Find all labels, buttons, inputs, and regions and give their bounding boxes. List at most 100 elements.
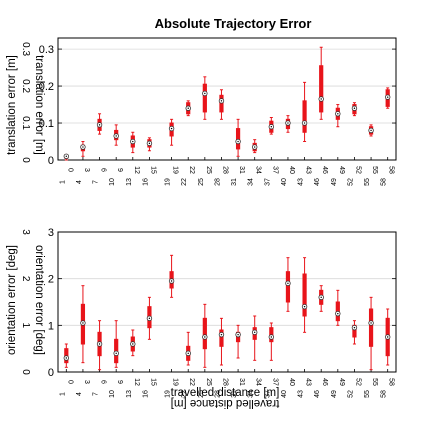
x-tick-label: 3 xyxy=(83,380,90,384)
x-tick-label: 9 xyxy=(116,380,123,384)
x-tick-label-mirrored: 13 xyxy=(126,178,133,186)
x-tick-label: 12 xyxy=(133,378,140,386)
x-tick-label: 55 xyxy=(371,166,378,174)
x-tick-label: 9 xyxy=(116,168,123,172)
box-median-dot xyxy=(115,352,117,355)
plot-frame xyxy=(57,37,397,161)
box-median-dot xyxy=(337,113,339,115)
x-tick-label: 31 xyxy=(238,378,245,386)
box-median-dot xyxy=(220,333,223,336)
y-tick-label-mirrored: 3 xyxy=(20,229,31,235)
box-median-dot xyxy=(320,296,322,299)
x-tick-label-mirrored: 49 xyxy=(331,390,338,398)
x-tick-label-mirrored: 7 xyxy=(93,392,100,396)
box-median-dot xyxy=(98,124,101,126)
box-median-dot xyxy=(132,140,134,143)
x-tick-label-mirrored: 40 xyxy=(281,178,288,186)
box-median-dot xyxy=(270,336,273,338)
x-tick-label: 55 xyxy=(371,378,378,386)
x-tick-label: 46 xyxy=(321,378,328,386)
box-body xyxy=(302,100,307,133)
x-tick-label-mirrored: 40 xyxy=(281,390,288,398)
x-tick-label-mirrored: 13 xyxy=(126,390,133,398)
x-tick-label: 6 xyxy=(100,380,107,384)
box-median-dot xyxy=(353,326,356,329)
y-tick-label: 0.1 xyxy=(39,118,54,130)
x-tick-label-mirrored: 34 xyxy=(248,178,255,186)
box-median-dot xyxy=(254,146,256,148)
x-tick-label-mirrored: 52 xyxy=(347,178,354,186)
box-median-dot xyxy=(370,129,372,132)
x-tick-label-mirrored: 34 xyxy=(248,390,255,398)
box-median-dot xyxy=(320,98,322,100)
x-tick-label-mirrored: 46 xyxy=(314,390,321,398)
y-tick-label: 0 xyxy=(48,155,54,167)
y-tick-label-mirrored: 0.2 xyxy=(20,79,31,93)
x-tick-label-mirrored: 55 xyxy=(364,178,371,186)
box-median-dot xyxy=(370,322,372,324)
x-tick-label-mirrored: 52 xyxy=(347,390,354,398)
x-tick-label: 6 xyxy=(100,168,107,172)
y-tick-label: 1 xyxy=(48,320,54,332)
x-tick-label: 43 xyxy=(305,166,312,174)
box-median-dot xyxy=(82,146,84,148)
box-median-dot xyxy=(132,343,134,345)
top-ylabel-mirrored: translation error [m] xyxy=(33,55,45,155)
orientation-error-plot: 0123012301346791012131516191922222525282… xyxy=(20,227,397,398)
bottom-xlabel-mirrored: travelled distance [m] xyxy=(171,397,280,409)
x-tick-label: 22 xyxy=(188,378,195,386)
x-tick-label-mirrored: 46 xyxy=(314,178,321,186)
box-median-dot xyxy=(386,336,389,338)
box-body xyxy=(219,94,224,113)
translation-error-plot: 00.10.20.300.10.20.301346791012131516191… xyxy=(20,37,397,186)
box-median-dot xyxy=(65,155,68,158)
x-tick-label-mirrored: 58 xyxy=(381,390,388,398)
chart-title: Absolute Trajectory Error xyxy=(155,16,312,31)
x-tick-label-mirrored: 55 xyxy=(364,390,371,398)
box-body xyxy=(235,128,241,150)
box-body xyxy=(285,271,291,303)
box-median-dot xyxy=(220,100,223,102)
x-tick-label-mirrored: 43 xyxy=(298,178,305,186)
x-tick-label: 43 xyxy=(305,378,312,386)
x-tick-label: 25 xyxy=(205,166,212,174)
x-tick-label: 28 xyxy=(221,166,228,174)
y-tick-label: 0 xyxy=(48,367,54,379)
box-median-dot xyxy=(148,142,151,145)
box-body xyxy=(219,329,224,347)
x-tick-label-mirrored: 37 xyxy=(264,178,271,186)
x-tick-label: 0 xyxy=(66,168,73,172)
box-median-dot xyxy=(204,92,206,95)
x-tick-label-mirrored: 10 xyxy=(109,390,116,398)
x-tick-label: 12 xyxy=(133,166,140,174)
x-tick-label: 31 xyxy=(238,166,245,174)
box-median-dot xyxy=(303,122,306,124)
box-median-dot xyxy=(187,107,189,109)
box-median-dot xyxy=(204,336,206,338)
box-median-dot xyxy=(170,280,173,282)
box-median-dot xyxy=(65,357,68,359)
x-tick-label-mirrored: 31 xyxy=(231,178,238,186)
x-tick-label-mirrored: 49 xyxy=(331,178,338,186)
box-body xyxy=(302,273,307,317)
x-tick-label-mirrored: 16 xyxy=(142,390,149,398)
box-median-dot xyxy=(237,140,239,143)
box-median-dot xyxy=(82,322,84,324)
x-tick-label: 28 xyxy=(221,378,228,386)
y-tick-label: 0.2 xyxy=(39,81,54,93)
y-tick-label-mirrored: 0 xyxy=(20,157,31,163)
x-tick-label: 37 xyxy=(271,378,278,386)
box-median-dot xyxy=(148,317,151,320)
x-tick-label: 49 xyxy=(338,378,345,386)
x-tick-label-mirrored: 37 xyxy=(264,390,271,398)
x-tick-label-mirrored: 4 xyxy=(76,392,83,396)
y-tick-label-mirrored: 0 xyxy=(20,369,31,375)
x-tick-label: 15 xyxy=(149,378,156,386)
top-ylabel: translation error [m] xyxy=(6,55,18,155)
x-tick-label: 40 xyxy=(288,378,295,386)
x-tick-label-mirrored: 25 xyxy=(198,178,205,186)
x-tick-label: 52 xyxy=(354,166,361,174)
box-body xyxy=(319,65,324,113)
x-tick-label-mirrored: 43 xyxy=(298,390,305,398)
box-median-dot xyxy=(353,107,356,109)
